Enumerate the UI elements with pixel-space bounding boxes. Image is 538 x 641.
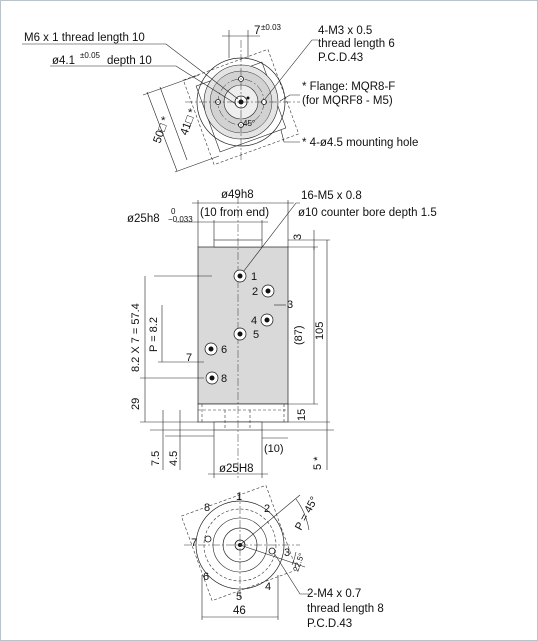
label-m4-1: 2-M4 x 0.7 [307, 588, 361, 600]
label-sq50: 50□ * [152, 115, 173, 145]
port-label-3: 3 [287, 299, 293, 311]
port-label-1: 1 [251, 271, 257, 283]
label-dia49: ø49h8 [221, 189, 254, 201]
label-dia25: ø25h8 [127, 213, 160, 225]
label-45: 45° [243, 119, 255, 128]
label-m3-3: P.C.D.43 [318, 52, 363, 64]
angle-arc-45 [295, 498, 310, 531]
label-dim-15: 15 [296, 409, 308, 421]
bottom-flange-square [180, 484, 298, 602]
m4-hole [268, 547, 276, 555]
leader-bore [50, 65, 237, 105]
flange-square-50 [182, 48, 300, 166]
label-dia25H8: ø25H8 [219, 463, 254, 475]
label-ports-1: 16-M5 x 0.8 [301, 190, 362, 202]
bottom-port-5: 5 [236, 591, 242, 603]
label-bore-dia: ø4.1 [52, 55, 75, 67]
label-mount-hole: * 4-ø4.5 mounting hole [302, 137, 418, 149]
label-m3-2: thread length 6 [318, 38, 395, 50]
label-from-end: (10 from end) [200, 207, 269, 219]
bottom-port-3: 3 [284, 547, 290, 559]
label-dim-87: (87) [293, 325, 305, 345]
pin-hole [246, 96, 250, 100]
label-dim-105: 105 [314, 322, 326, 340]
dim-7-tol: ±0.03 [261, 23, 282, 32]
bottom-port-8: 8 [204, 502, 210, 514]
port-label-2: 2 [252, 286, 258, 298]
side-view: ø49h8 (10 from end) ø25h8 0 −0.033 16-M5… [127, 189, 437, 478]
bottom-port-6: 6 [203, 571, 209, 583]
top-view: 7 ±0.03 M6 x 1 thread length 10 ø4.1 ±0.… [22, 23, 418, 173]
leader-m6 [22, 43, 239, 100]
label-pitch-total: 8.2 X 7 = 57.4 [130, 303, 142, 372]
label-dim-5: 5 * [312, 456, 324, 470]
label-dim-7-side: 7 [186, 352, 192, 364]
label-dim-10: (10) [264, 443, 284, 455]
leader-m4 [273, 552, 310, 595]
ports [204, 269, 275, 385]
label-bore-depth: depth 10 [107, 55, 152, 67]
label-m3-1: 4-M3 x 0.5 [318, 25, 372, 37]
label-dia25-tol-lower: −0.033 [168, 215, 193, 224]
m4-hole [204, 535, 212, 543]
leader-mount [280, 129, 300, 143]
bottom-port-1: 1 [236, 491, 242, 503]
label-sq41: 41□ * [179, 107, 200, 137]
label-m4-2: thread length 8 [307, 603, 384, 615]
label-dim-4-5: 4.5 [168, 451, 180, 466]
port-label-4: 4 [251, 315, 257, 327]
label-flange-1: * Flange: MQR8-F [302, 81, 395, 93]
label-m4-3: P.C.D.43 [307, 618, 352, 630]
label-m6-thread: M6 x 1 thread length 10 [24, 32, 145, 44]
label-angle-225: 22.5° [291, 552, 306, 573]
angle-arc-225 [291, 551, 297, 566]
port-label-6: 6 [221, 344, 227, 356]
dim-7: 7 [254, 25, 260, 37]
leader-flange [279, 94, 300, 102]
label-dim-29: 29 [130, 398, 142, 410]
label-flange-2: (for MQRF8 - M5) [302, 95, 393, 107]
leader-ports [239, 202, 300, 277]
label-bore-tol: ±0.05 [80, 51, 101, 60]
bottom-port-2: 2 [264, 503, 270, 515]
bottom-flange [197, 403, 289, 423]
port-label-8: 8 [221, 373, 227, 385]
label-dim-3: 3 [292, 234, 304, 240]
label-dim-46: 46 [233, 605, 246, 617]
label-dia25-tol-upper: 0 [171, 207, 176, 216]
label-pitch: P = 8.2 [148, 317, 160, 352]
label-dim-7-5: 7.5 [150, 451, 162, 466]
bottom-view: 1 2 3 4 5 6 7 8 P = 45° 22.5° 2-M4 x 0.7… [180, 484, 384, 630]
leader-m3 [264, 39, 318, 100]
bottom-port-7: 7 [191, 537, 197, 549]
bottom-port-4: 4 [265, 581, 271, 593]
label-ports-2: ø10 counter bore depth 1.5 [298, 207, 437, 219]
port-label-5: 5 [253, 329, 259, 341]
